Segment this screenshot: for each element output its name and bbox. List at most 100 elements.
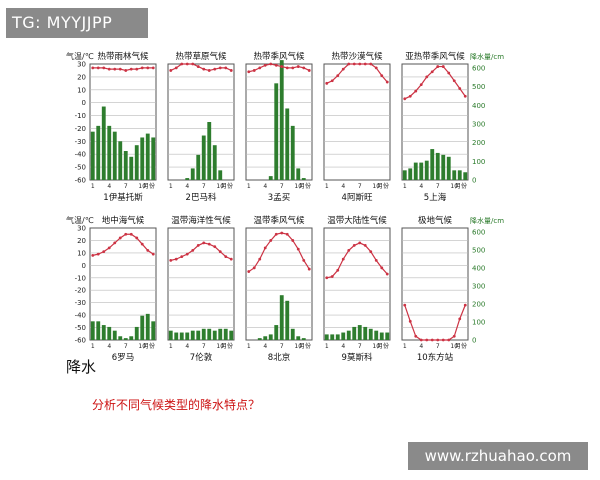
precip-bar <box>279 295 284 340</box>
temperature-point <box>135 67 139 71</box>
precip-bar <box>402 170 407 180</box>
temperature-point <box>274 63 278 67</box>
temperature-point <box>458 87 462 90</box>
temperature-point <box>341 67 345 71</box>
precip-bar <box>379 332 384 340</box>
precip-axis-tick: 500 <box>472 247 485 255</box>
temperature-point <box>441 65 445 68</box>
temp-axis-tick: 20 <box>77 237 86 245</box>
climate-chart-5 <box>401 63 469 181</box>
climate-chart-4 <box>323 62 391 181</box>
temperature-point <box>363 62 367 66</box>
precip-bar <box>140 315 145 340</box>
temperature-point <box>403 303 407 307</box>
month-tick: 4 <box>263 343 267 350</box>
month-tick: 1 <box>403 343 407 350</box>
precip-bar <box>285 108 290 180</box>
month-tick: 1 <box>325 343 329 350</box>
temp-axis-tick: -60 <box>75 177 86 185</box>
month-tick: 7 <box>124 343 128 350</box>
temperature-point <box>430 70 434 74</box>
temp-axis-tick: -50 <box>75 324 86 332</box>
precip-bar <box>179 332 184 340</box>
month-tick: 1 <box>91 183 95 190</box>
precip-bar <box>112 131 117 180</box>
month-tick: 4 <box>341 343 345 350</box>
temperature-point <box>330 275 334 278</box>
precip-bar <box>330 334 335 340</box>
month-tick: 1 <box>91 343 95 350</box>
temperature-point <box>441 338 445 342</box>
temperature-point <box>263 63 267 67</box>
month-tick: 1 <box>247 183 251 190</box>
temperature-point <box>419 338 423 342</box>
temperature-point <box>207 242 211 246</box>
chart-title: 极地气候 <box>418 215 453 226</box>
temperature-point <box>113 241 117 245</box>
precip-bar <box>185 332 190 340</box>
precip-bar <box>196 154 201 180</box>
temperature-point <box>185 252 189 256</box>
temperature-point <box>213 67 217 71</box>
precip-bar <box>151 137 156 180</box>
temperature-point <box>207 69 211 72</box>
month-tick: 4 <box>107 183 111 190</box>
precipitation-label: 降水 <box>66 358 96 376</box>
temperature-point <box>146 249 150 252</box>
precip-bar <box>101 106 106 180</box>
precip-axis-tick: 600 <box>472 65 485 73</box>
precip-bar <box>268 176 273 180</box>
temp-axis-tick: -30 <box>75 138 86 146</box>
temperature-point <box>374 258 378 262</box>
precip-bar <box>118 141 123 180</box>
temperature-point <box>436 65 440 68</box>
temperature-point <box>218 66 222 70</box>
chart-caption: 10东方站 <box>417 352 454 363</box>
temperature-point <box>202 67 206 71</box>
temp-axis-tick: 30 <box>77 61 86 69</box>
temperature-point <box>452 79 456 83</box>
temperature-point <box>151 252 155 256</box>
temperature-point <box>252 266 256 270</box>
precip-bar <box>419 162 424 180</box>
month-tick: 7 <box>202 343 206 350</box>
temperature-point <box>296 247 300 251</box>
precip-bar <box>134 326 139 340</box>
temperature-point <box>129 67 133 71</box>
month-tick: 4 <box>419 183 423 190</box>
temperature-point <box>385 272 389 276</box>
temperature-point <box>336 268 340 272</box>
precip-bar <box>223 328 228 340</box>
chart-frame <box>89 63 157 181</box>
month-tick: 月份 <box>455 342 467 350</box>
precip-axis-tick: 200 <box>472 139 485 147</box>
temperature-point <box>447 71 451 75</box>
temperature-point <box>247 270 251 273</box>
month-tick: 7 <box>436 183 440 190</box>
temp-axis-tick: -50 <box>75 164 86 172</box>
temperature-point <box>380 266 384 270</box>
precip-bar <box>207 328 212 340</box>
temperature-point <box>258 66 262 70</box>
chart-frame <box>323 227 391 341</box>
precip-bar <box>129 336 134 340</box>
precip-axis-label: 降水量/cm <box>470 52 504 61</box>
month-tick: 月份 <box>221 182 233 190</box>
precip-axis-tick: 0 <box>472 337 476 345</box>
chart-frame <box>167 227 235 341</box>
temperature-point <box>96 66 100 70</box>
temperature-point <box>285 66 289 70</box>
temp-axis-tick: 10 <box>77 86 86 94</box>
temperature-point <box>129 232 133 236</box>
precip-bar <box>218 170 223 180</box>
month-tick: 月份 <box>299 342 311 350</box>
temperature-point <box>325 81 329 85</box>
temperature-point <box>191 249 195 252</box>
temperature-point <box>174 257 178 261</box>
temperature-point <box>124 69 128 72</box>
temperature-point <box>258 257 262 261</box>
precip-bar <box>212 145 217 180</box>
chart-caption: 9莫斯科 <box>342 352 373 363</box>
temperature-point <box>307 267 311 271</box>
temperature-point <box>425 338 429 342</box>
